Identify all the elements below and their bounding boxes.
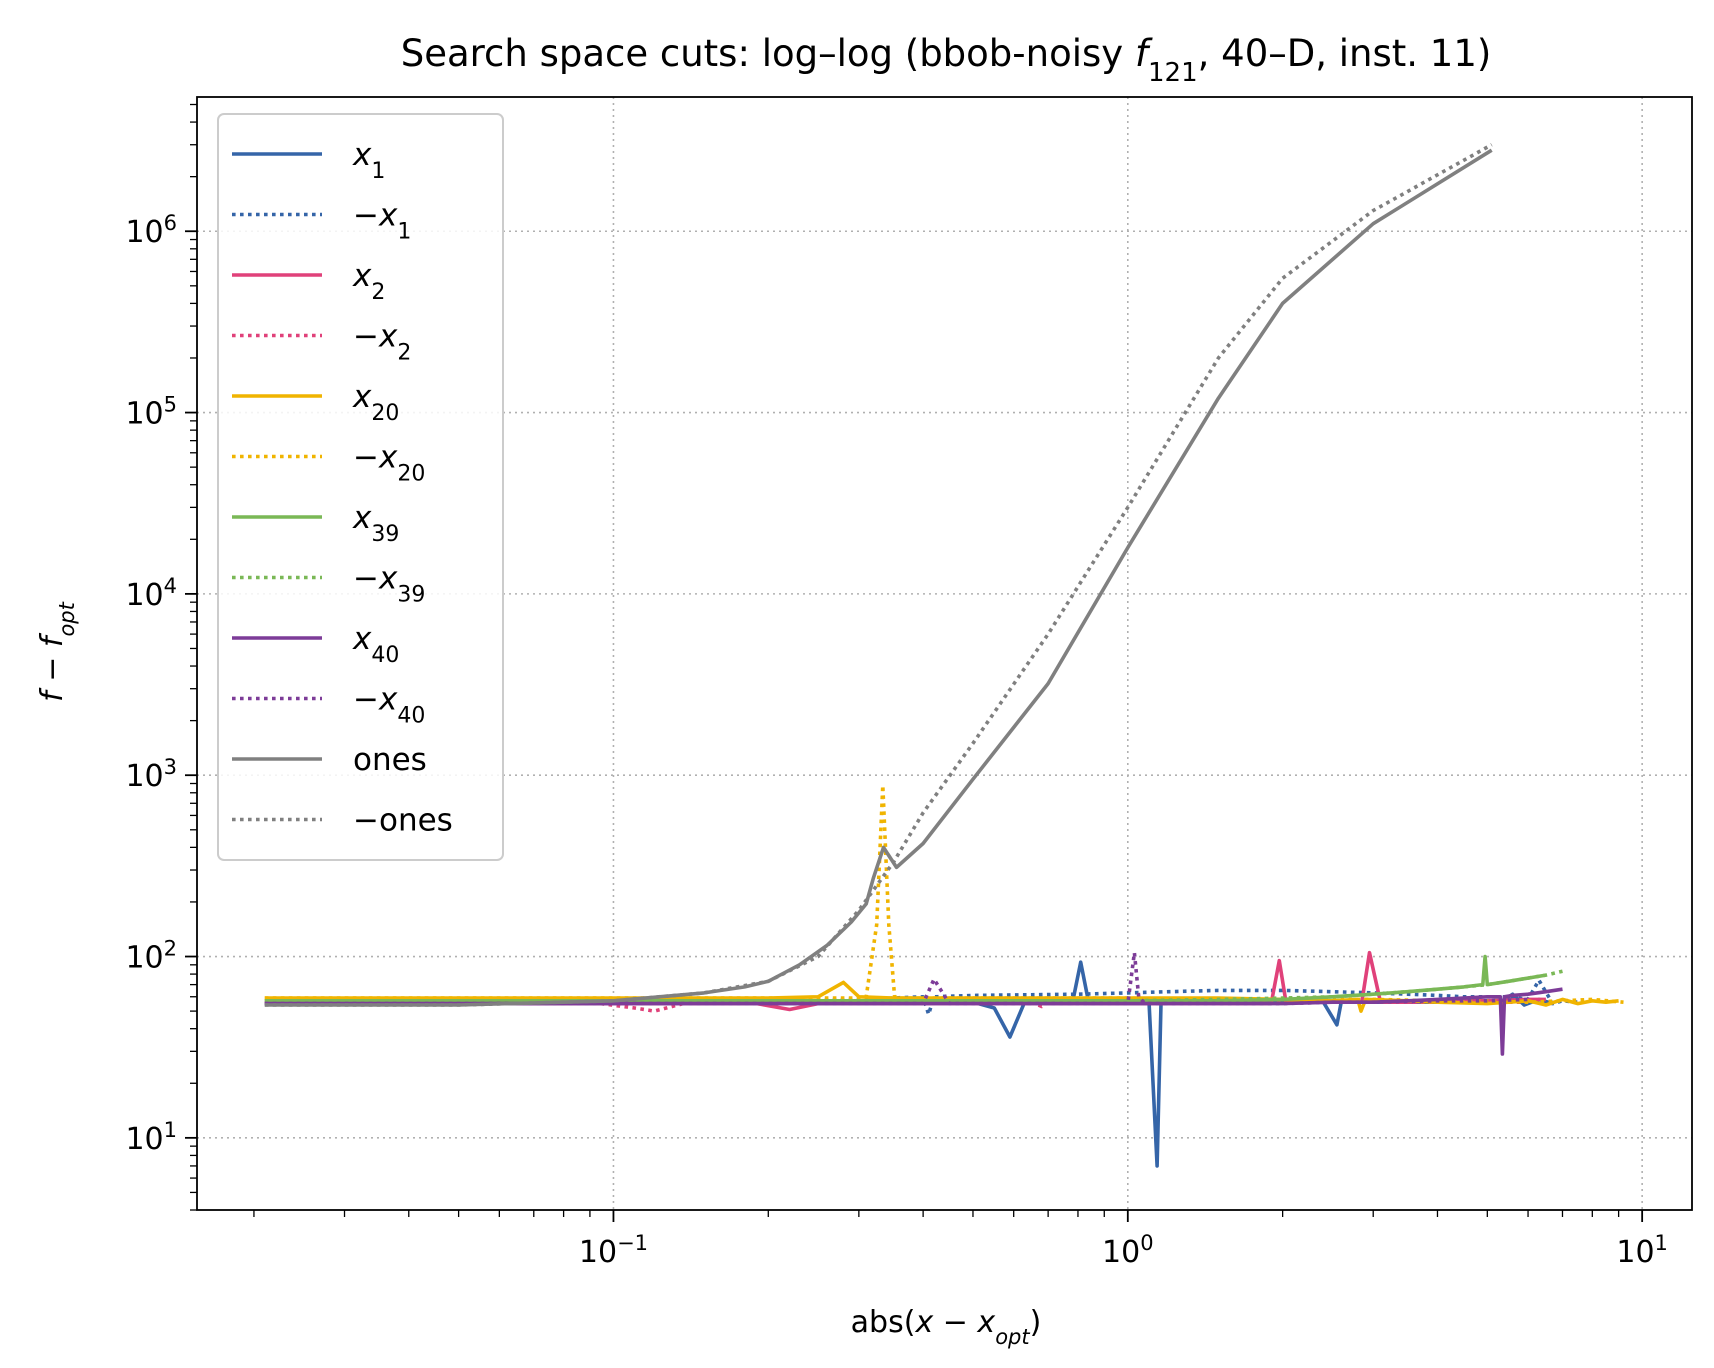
legend-label: x20 <box>352 379 399 426</box>
y-tick-label: 106 <box>125 211 177 250</box>
x-tick-label: 101 <box>1616 1231 1668 1270</box>
x-tick-label: 10−1 <box>579 1231 648 1270</box>
y-tick-label: 103 <box>125 755 177 794</box>
chart-title: Search space cuts: log–log (bbob-noisy f… <box>401 32 1492 88</box>
x-axis-label: abs(x − xopt) <box>851 1305 1042 1349</box>
series-line-10 <box>264 148 1493 1007</box>
legend-label: x2 <box>352 258 385 305</box>
x-tick-label: 100 <box>1102 1231 1154 1270</box>
tick-labels: 10−1 100 101 101 102 103 104 105 106 <box>125 211 1667 1270</box>
series-line-7 <box>264 969 1563 1003</box>
legend-label: −x2 <box>353 319 411 366</box>
legend-label: ones <box>353 742 427 778</box>
legend-label: −x39 <box>353 561 425 608</box>
legend-label: −x40 <box>353 682 425 729</box>
y-tick-label: 104 <box>125 574 177 613</box>
y-axis-label: f − fopt <box>35 601 79 702</box>
y-tick-label: 105 <box>125 393 177 432</box>
series-layer <box>264 143 1624 1168</box>
legend: x1 −x1 x2 −x2 x20 −x20 x39 −x39 x40 −x40 ones −ones <box>217 113 504 861</box>
plot-frame <box>196 96 1693 1211</box>
axis-ticks <box>185 103 1644 1222</box>
series-line-9 <box>264 950 1529 1006</box>
y-tick-label: 101 <box>125 1118 177 1157</box>
series-line-11 <box>264 143 1493 1007</box>
legend-label: x39 <box>352 500 399 547</box>
series-line-5 <box>264 783 1624 1004</box>
legend-label: x1 <box>352 137 385 184</box>
legend-label: −x1 <box>353 198 411 245</box>
legend-label: −x20 <box>353 440 425 487</box>
legend-box <box>217 113 504 861</box>
legend-label: x40 <box>352 621 399 668</box>
y-tick-label: 102 <box>125 937 177 976</box>
legend-label: −ones <box>353 803 453 839</box>
